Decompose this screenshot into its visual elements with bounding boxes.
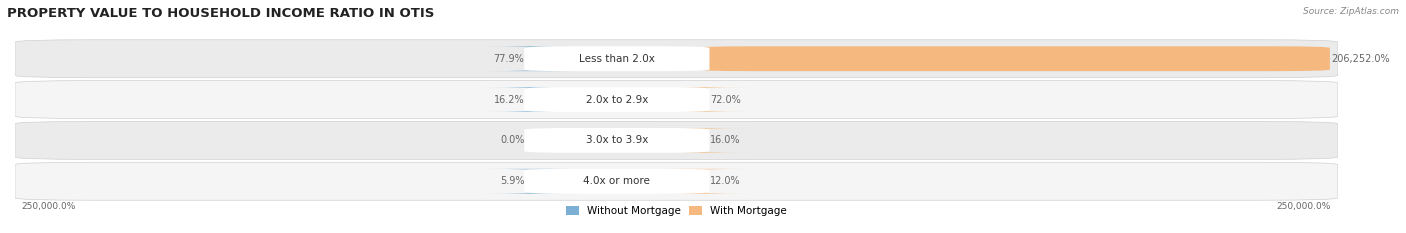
Text: 250,000.0%: 250,000.0% [1277, 202, 1331, 212]
Text: 250,000.0%: 250,000.0% [21, 202, 76, 212]
Text: PROPERTY VALUE TO HOUSEHOLD INCOME RATIO IN OTIS: PROPERTY VALUE TO HOUSEHOLD INCOME RATIO… [7, 7, 434, 20]
Text: 0.0%: 0.0% [501, 135, 524, 145]
Text: 5.9%: 5.9% [499, 176, 524, 186]
Text: 206,252.0%: 206,252.0% [1331, 54, 1391, 64]
Text: 12.0%: 12.0% [710, 176, 740, 186]
Text: 16.0%: 16.0% [710, 135, 740, 145]
FancyBboxPatch shape [484, 46, 578, 71]
FancyBboxPatch shape [655, 128, 751, 153]
FancyBboxPatch shape [15, 121, 1339, 159]
FancyBboxPatch shape [15, 81, 1339, 119]
FancyBboxPatch shape [524, 128, 710, 153]
FancyBboxPatch shape [15, 162, 1339, 200]
Text: Less than 2.0x: Less than 2.0x [579, 54, 655, 64]
FancyBboxPatch shape [15, 40, 1339, 78]
FancyBboxPatch shape [655, 169, 751, 194]
FancyBboxPatch shape [655, 87, 751, 112]
Text: Source: ZipAtlas.com: Source: ZipAtlas.com [1303, 7, 1399, 16]
Text: 72.0%: 72.0% [710, 95, 741, 105]
FancyBboxPatch shape [524, 169, 710, 194]
Text: 3.0x to 3.9x: 3.0x to 3.9x [586, 135, 648, 145]
Text: 16.2%: 16.2% [494, 95, 524, 105]
FancyBboxPatch shape [524, 46, 710, 71]
FancyBboxPatch shape [484, 87, 578, 112]
Legend: Without Mortgage, With Mortgage: Without Mortgage, With Mortgage [567, 206, 787, 216]
Text: 4.0x or more: 4.0x or more [583, 176, 651, 186]
Text: 2.0x to 2.9x: 2.0x to 2.9x [586, 95, 648, 105]
Text: 77.9%: 77.9% [494, 54, 524, 64]
FancyBboxPatch shape [484, 169, 578, 194]
FancyBboxPatch shape [524, 87, 710, 112]
FancyBboxPatch shape [697, 46, 1330, 71]
